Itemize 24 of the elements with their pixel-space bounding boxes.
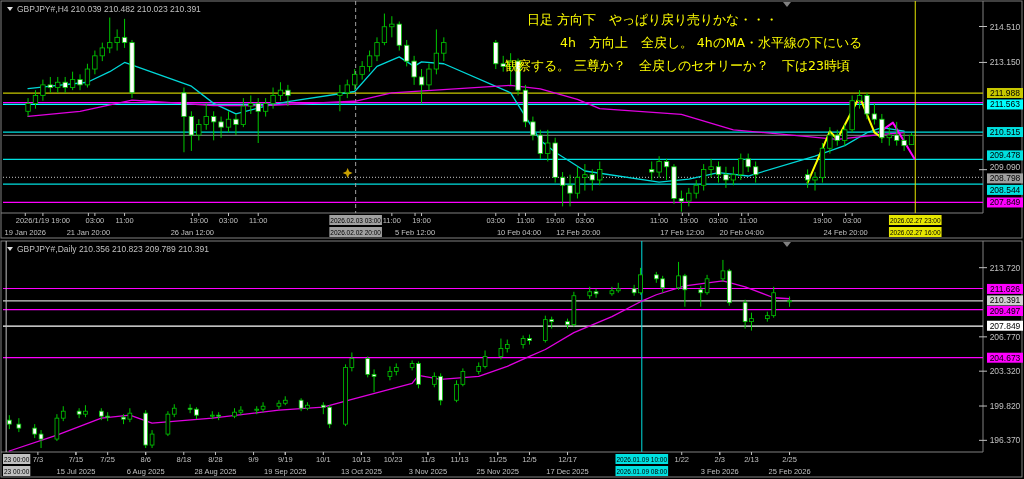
ref-line-label: 207.849	[989, 197, 1021, 208]
ref-line-label: 211.563	[989, 99, 1021, 110]
ref-line-label: 207.849	[989, 320, 1021, 331]
ref-line-label: 211.626	[989, 283, 1021, 294]
chart-title: GBPJPY#,Daily 210.356 210.823 209.789 210.391	[17, 244, 210, 254]
ref-line-label: 210.391	[989, 295, 1021, 306]
annotation: 4h 方向上 全戻し。 4hのMA・水平線の下にいる	[560, 35, 863, 50]
annotation: 日足 方向下 やっぱり戻り売りかな・・・	[527, 12, 778, 27]
ref-line-label: 209.478	[989, 150, 1021, 161]
y-tick-label: 214.510	[989, 21, 1021, 32]
y-tick-label: 213.150	[989, 57, 1021, 68]
ref-line-label: 204.673	[989, 352, 1021, 363]
ref-line-label: 208.798	[989, 173, 1021, 184]
y-tick-label: 196.370	[989, 435, 1021, 446]
ref-line-label: 208.544	[989, 184, 1021, 195]
ref-line-label: 211.988	[989, 87, 1021, 98]
y-tick-label: 209.090	[989, 161, 1021, 172]
y-tick-label: 213.720	[989, 262, 1021, 273]
chart-title: GBPJPY#,H4 210.039 210.482 210.023 210.391	[17, 4, 202, 14]
ref-line-label: 210.515	[989, 127, 1021, 138]
y-tick-label: 203.320	[989, 366, 1021, 377]
y-tick-label: 206.770	[989, 332, 1021, 343]
ref-line-label: 209.497	[989, 306, 1021, 317]
y-tick-label: 199.820	[989, 401, 1021, 412]
